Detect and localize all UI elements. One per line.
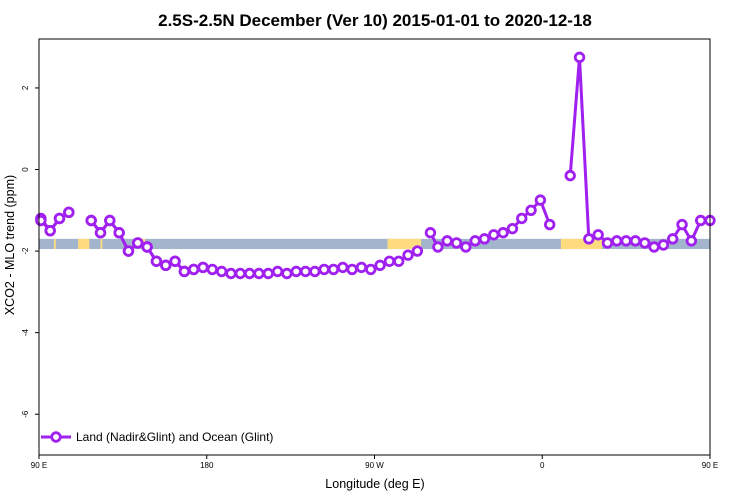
data-point [694,214,707,227]
data-point [53,212,66,225]
legend-point-marker [50,431,62,443]
data-point [327,263,340,276]
data-point [234,267,247,280]
y-tick-label: -2 [21,247,30,255]
x-tick-label: 180 [200,461,214,470]
land-band-segment [560,238,602,250]
data-point [460,241,472,253]
data-point [441,235,453,247]
y-tick-label: -4 [21,329,30,337]
data-point [667,233,679,245]
data-point [35,214,47,227]
x-tick-label: 90 W [365,461,384,470]
data-point [262,267,274,280]
data-point [620,235,632,247]
data-point [534,194,547,206]
y-tick-label: 0 [21,167,30,172]
data-point [365,263,377,276]
data-point [469,235,481,247]
data-point [676,218,688,231]
data-point [150,255,163,267]
x-tick-label: 90 E [702,461,718,470]
data-point [337,261,349,274]
data-point [160,259,172,272]
data-point [197,261,209,274]
data-point [393,255,405,267]
legend-label: Land (Nadir&Glint) and Ocean (Glint) [76,430,273,444]
data-point [271,265,284,278]
data-point [478,233,491,245]
data-point [94,227,107,239]
data-point [488,229,500,241]
data-point [215,265,228,278]
data-point [122,245,135,257]
data-point [516,212,528,225]
data-point [506,222,519,235]
data-point [648,241,660,253]
data-point [374,259,386,272]
data-point [104,214,116,227]
data-point [206,263,219,276]
land-band-segment [53,238,56,250]
data-point [639,237,651,249]
data-point [44,224,56,237]
data-point [402,249,414,261]
data-point [188,263,200,276]
data-point [383,255,396,267]
data-point [243,267,256,280]
data-point [424,227,437,239]
data-point [169,255,181,267]
x-tick-label: 90 E [31,461,47,470]
series-line [568,55,710,249]
legend: Land (Nadir&Glint) and Ocean (Glint) [41,430,273,444]
data-point [450,237,463,249]
data-point [592,229,604,241]
data-point [564,169,576,182]
data-point [225,267,237,280]
data-point [346,263,358,276]
plot-frame [38,38,711,456]
data-point [544,218,556,231]
data-point [63,206,75,219]
data-point [432,241,444,253]
data-point [583,233,595,245]
x-tick-label: 0 [540,461,545,470]
data-point [525,204,537,216]
chart-title: 2.5S-2.5N December (Ver 10) 2015-01-01 t… [158,11,592,30]
land-band-segment [100,238,103,250]
data-point [355,261,368,274]
data-point [629,235,642,247]
y-tick-label: 2 [21,85,30,90]
y-axis-label: XCO2 - MLO trend (ppm) [3,175,17,315]
data-point [281,267,293,280]
x-axis-label: Longitude (deg E) [325,477,424,491]
data-point [685,235,698,247]
data-point [497,227,509,239]
data-point [601,237,614,249]
data-point [113,227,125,239]
data-point [178,265,191,278]
data-point [657,239,670,251]
data-point [85,214,97,227]
data-point [141,241,153,253]
data-point [611,235,623,247]
ocean-band [39,238,710,250]
data-point [253,267,265,280]
land-band-segment [387,238,422,250]
data-point [573,51,586,64]
data-point [299,265,312,278]
data-point [290,265,302,278]
data-point [132,237,144,249]
land-band-segment [78,238,90,250]
data-point [309,265,321,278]
data-point [411,245,424,257]
y-tick-label: -6 [21,410,30,418]
data-point [318,263,330,276]
